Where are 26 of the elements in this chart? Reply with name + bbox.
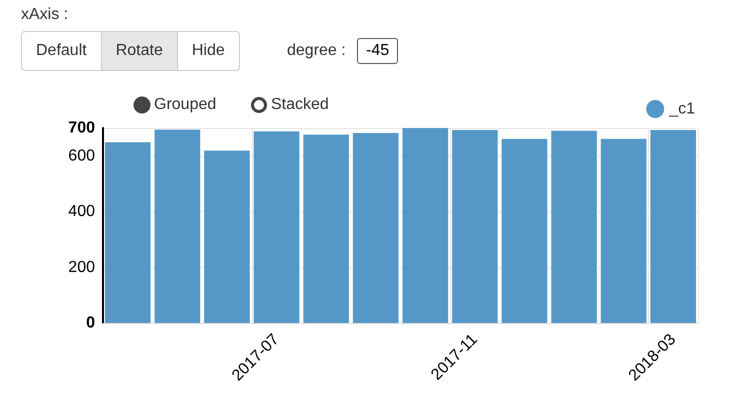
text: Rotate xyxy=(100,32,177,70)
legend-label: _c1 xyxy=(668,100,696,118)
bar xyxy=(600,138,646,323)
bar xyxy=(204,150,250,323)
bar xyxy=(502,138,548,323)
text: Default xyxy=(35,41,88,61)
bar xyxy=(303,134,349,323)
bar xyxy=(402,128,448,323)
y-tick-label: 200 xyxy=(68,258,96,276)
text: Hide xyxy=(176,32,239,70)
text: Grouped xyxy=(154,96,216,114)
bar xyxy=(551,130,597,323)
text: -45 xyxy=(357,38,398,64)
bar xyxy=(352,133,399,323)
y-tick-label: 600 xyxy=(68,147,96,164)
y-tick-label: 0 xyxy=(86,314,96,332)
y-tick-label: 700 xyxy=(68,120,96,136)
y-tick-label: 400 xyxy=(68,203,96,220)
bar xyxy=(452,130,498,323)
bar xyxy=(254,131,300,323)
bar xyxy=(104,142,151,323)
bar xyxy=(650,130,696,323)
text: degree : xyxy=(287,42,346,60)
text: Stacked xyxy=(271,96,329,114)
text: xAxis : xyxy=(21,6,68,24)
bar xyxy=(154,130,200,323)
